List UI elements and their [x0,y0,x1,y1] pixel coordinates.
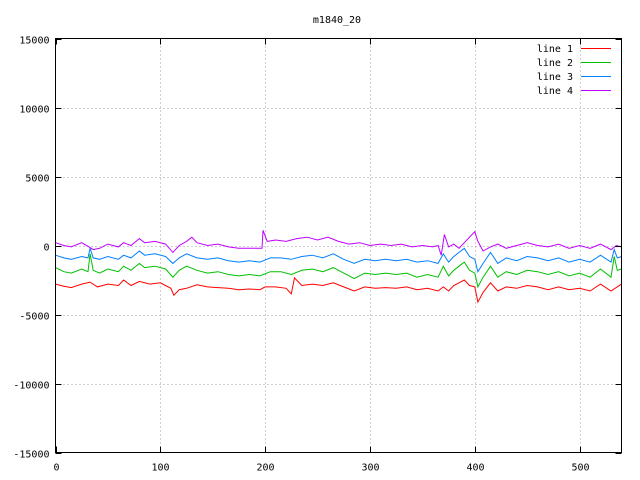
y-tick-label: -5000 [19,312,49,323]
x-tick-label: 500 [571,463,589,474]
x-tick-label: 0 [53,463,59,474]
series-line-3 [55,246,622,273]
grid-lines [55,38,622,453]
series-line-4 [55,230,622,256]
legend-label: line 3 [537,72,573,83]
series-layer [55,230,622,304]
axis-ticks: 0 100 200 300 400 500 15000 10000 5000 0 -5000 -100… [13,36,622,474]
x-tick-label: 100 [151,463,169,474]
x-tick-label: 400 [466,463,484,474]
series-line-2 [55,253,622,289]
y-tick-label: -15000 [13,450,49,461]
legend: line 1 line 2 line 3 line 4 [537,44,611,97]
legend-label: line 1 [537,44,573,55]
chart-title: m1840_20 [313,15,361,26]
y-tick-label: 15000 [19,36,49,47]
y-tick-label: -10000 [13,381,49,392]
x-tick-label: 200 [256,463,274,474]
y-tick-label: 0 [43,243,49,254]
legend-label: line 2 [537,58,573,69]
y-tick-label: 5000 [25,174,49,185]
x-tick-label: 300 [361,463,379,474]
legend-label: line 4 [537,86,573,97]
plot-frame [55,38,622,453]
series-line-1 [55,276,622,304]
y-tick-label: 10000 [19,105,49,116]
